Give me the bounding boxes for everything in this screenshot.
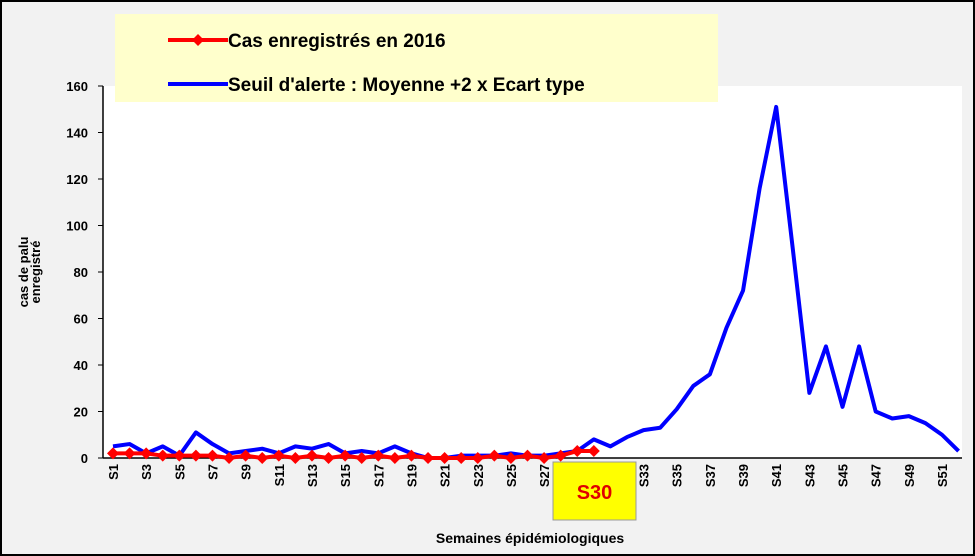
point-marker	[488, 449, 501, 462]
y-tick-label: 80	[74, 265, 88, 280]
legend-marker	[192, 34, 204, 46]
annotation-box	[552, 461, 637, 521]
legend-label: Seuil d'alerte : Moyenne +2 x Ecart type	[228, 75, 585, 96]
point-marker	[289, 452, 302, 464]
x-tick-label: S15	[338, 464, 353, 487]
x-tick-label: S39	[736, 464, 751, 487]
point-marker	[256, 452, 269, 464]
x-tick-label: S45	[836, 464, 851, 487]
x-tick-label: S51	[935, 464, 950, 487]
point-marker	[504, 452, 517, 464]
x-tick-label: S43	[802, 464, 817, 487]
x-tick-label: S5	[172, 464, 187, 480]
point-marker	[339, 449, 352, 462]
point-marker	[422, 452, 435, 464]
point-marker	[372, 449, 385, 462]
x-tick-label: S41	[769, 464, 784, 487]
x-tick-label: S19	[404, 464, 419, 487]
point-marker	[156, 449, 169, 462]
x-tick-label: S11	[272, 464, 287, 486]
x-tick-label: S7	[205, 464, 220, 480]
x-tick-label: S1	[106, 464, 121, 480]
y-tick-label: 40	[74, 358, 88, 373]
point-marker	[223, 452, 236, 464]
point-marker	[123, 447, 136, 460]
y-axis-label: enregistré	[28, 241, 43, 304]
point-marker	[538, 452, 551, 464]
point-marker	[438, 452, 451, 464]
x-tick-label: S21	[438, 464, 453, 487]
x-tick-label: S3	[139, 464, 154, 480]
x-tick-label: S9	[239, 464, 254, 480]
x-tick-label: S37	[703, 464, 718, 487]
x-tick-label: S17	[371, 464, 386, 487]
point-marker	[471, 452, 484, 464]
y-tick-label: 20	[74, 405, 88, 420]
y-tick-label: 140	[66, 126, 88, 141]
plot-area	[103, 86, 962, 458]
point-marker	[521, 449, 534, 462]
x-tick-label: S47	[869, 464, 884, 487]
point-marker	[355, 452, 368, 464]
point-marker	[206, 449, 219, 462]
x-tick-label: S27	[537, 464, 552, 487]
point-marker	[239, 449, 252, 462]
legend-label: Cas enregistrés en 2016	[228, 31, 446, 52]
annotation: S30	[577, 482, 613, 504]
point-marker	[388, 452, 401, 464]
point-marker	[140, 447, 153, 460]
point-marker	[571, 445, 584, 458]
x-tick-label: S35	[670, 464, 685, 487]
point-marker	[189, 449, 202, 462]
y-axis-label: cas de palu	[16, 237, 31, 308]
x-tick-label: S33	[637, 464, 652, 487]
x-tick-label: S25	[504, 464, 519, 487]
point-marker	[107, 447, 119, 460]
point-marker	[554, 449, 567, 462]
point-marker	[455, 452, 468, 464]
y-tick-label: 120	[66, 172, 88, 187]
point-marker	[272, 449, 285, 462]
y-tick-label: 160	[66, 79, 88, 94]
x-axis-label: Semaines épidémiologiques	[436, 530, 624, 546]
point-marker	[405, 449, 418, 462]
y-tick-label: 60	[74, 312, 88, 327]
x-tick-label: S13	[305, 464, 320, 487]
legend-box	[115, 14, 718, 102]
x-tick-label: S23	[471, 464, 486, 487]
x-tick-label: S49	[902, 464, 917, 487]
point-marker	[322, 452, 335, 464]
point-marker	[587, 445, 600, 458]
point-marker	[305, 449, 318, 462]
y-tick-label: 100	[66, 219, 88, 234]
point-marker	[173, 449, 186, 462]
y-tick-label: 0	[81, 451, 88, 466]
